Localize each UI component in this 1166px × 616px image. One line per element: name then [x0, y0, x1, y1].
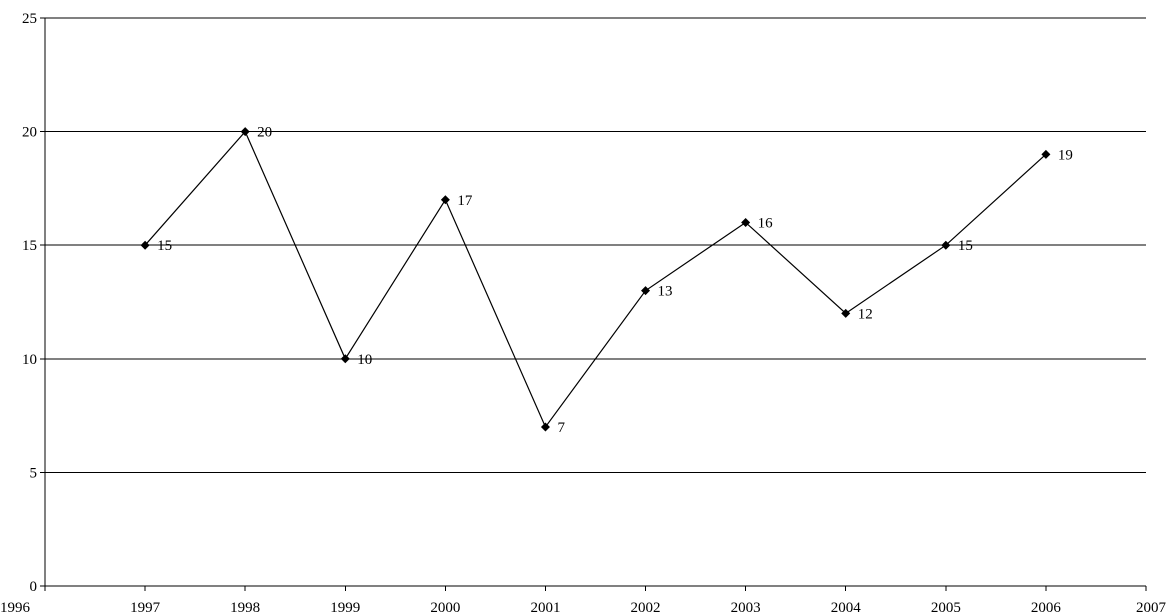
data-label: 19 [1058, 147, 1073, 163]
data-point-marker [941, 240, 951, 250]
x-tick-label: 1999 [330, 600, 360, 616]
data-point-marker [240, 127, 250, 137]
data-label: 13 [658, 284, 673, 300]
x-tick-label: 2007 [1136, 600, 1166, 616]
y-tick-label: 20 [22, 125, 37, 141]
data-point-marker [641, 286, 651, 296]
data-label: 10 [357, 352, 372, 368]
x-tick-label: 2004 [831, 600, 862, 616]
series-line [144, 130, 1047, 429]
data-point-marker [540, 422, 550, 432]
data-point-marker [340, 354, 350, 364]
data-labels: 15 20 10 17 7 13 16 12 15 19 [157, 125, 1073, 436]
y-tick-label: 0 [30, 579, 38, 595]
y-tick-label: 10 [22, 352, 37, 368]
y-tick-label: 5 [30, 465, 38, 481]
x-tick-label: 1996 [0, 600, 31, 616]
axes: 0 5 10 15 20 25 1996 1997 1998 1999 2000 2001 2002 20… [0, 11, 1166, 616]
x-tick-label: 2005 [931, 600, 961, 616]
data-label: 16 [758, 215, 774, 231]
data-label: 15 [958, 238, 973, 254]
grid-lines [45, 17, 1146, 473]
x-tick-label: 2003 [731, 600, 761, 616]
y-tick-label: 25 [22, 11, 37, 27]
data-label: 12 [858, 306, 873, 322]
x-tick-label: 2000 [430, 600, 460, 616]
data-point-marker [140, 240, 150, 250]
data-label: 7 [557, 420, 565, 436]
x-tick-label: 2002 [631, 600, 661, 616]
data-point-marker [1041, 149, 1051, 159]
data-label: 17 [457, 193, 473, 209]
data-point-marker [440, 195, 450, 205]
data-label: 15 [157, 238, 172, 254]
data-point-marker [841, 308, 851, 318]
x-tick-label: 2006 [1031, 600, 1062, 616]
x-tick-label: 1998 [230, 600, 260, 616]
data-point-marker [741, 217, 751, 227]
data-label: 20 [257, 125, 272, 141]
x-tick-label: 2001 [530, 600, 560, 616]
x-tick-label: 1997 [130, 600, 161, 616]
data-series [140, 127, 1051, 432]
y-tick-label: 15 [22, 238, 37, 254]
